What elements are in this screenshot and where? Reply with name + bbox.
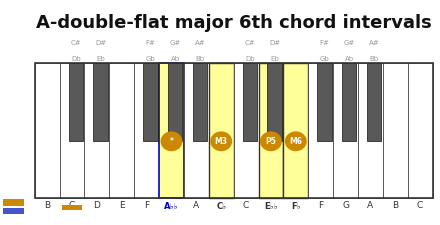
Text: G#: G# — [344, 40, 355, 46]
Text: *: * — [169, 137, 173, 146]
Text: F#: F# — [145, 40, 155, 46]
Text: Eb: Eb — [96, 56, 105, 62]
Text: F: F — [144, 201, 149, 210]
Text: F: F — [318, 201, 323, 210]
Text: C: C — [417, 201, 423, 210]
Text: B: B — [44, 201, 50, 210]
Bar — [184, 63, 209, 198]
Bar — [193, 63, 207, 141]
Text: C♭: C♭ — [216, 201, 226, 210]
Text: A: A — [367, 201, 374, 210]
Text: C: C — [69, 201, 75, 210]
Text: A#: A# — [195, 40, 205, 46]
Text: C: C — [243, 201, 249, 210]
Bar — [109, 63, 134, 198]
Bar — [367, 63, 381, 141]
Text: Gb: Gb — [146, 56, 155, 62]
Bar — [168, 63, 183, 141]
Circle shape — [260, 131, 282, 151]
Text: Bb: Bb — [195, 56, 205, 62]
Text: E♭♭: E♭♭ — [264, 201, 278, 210]
Bar — [3, 208, 24, 214]
Text: D: D — [93, 201, 100, 210]
Text: Db: Db — [245, 56, 255, 62]
Bar — [333, 63, 358, 198]
Bar — [308, 63, 333, 198]
Bar — [342, 63, 356, 141]
Bar — [59, 63, 84, 198]
Text: D#: D# — [95, 40, 106, 46]
Bar — [143, 63, 158, 141]
Text: Eb: Eb — [270, 56, 279, 62]
Bar — [35, 63, 59, 198]
Text: Bb: Bb — [370, 56, 379, 62]
Text: F#: F# — [319, 40, 329, 46]
Text: Db: Db — [71, 56, 81, 62]
Bar — [358, 63, 383, 198]
Bar — [35, 63, 433, 198]
Circle shape — [285, 131, 307, 151]
Text: P5: P5 — [265, 137, 276, 146]
Bar — [383, 63, 408, 198]
Bar — [259, 63, 283, 198]
Text: C#: C# — [70, 40, 81, 46]
Text: Ab: Ab — [171, 56, 180, 62]
Text: M6: M6 — [289, 137, 302, 146]
Text: A-double-flat major 6th chord intervals: A-double-flat major 6th chord intervals — [36, 14, 432, 32]
Text: A#: A# — [369, 40, 379, 46]
Text: A♭♭: A♭♭ — [164, 201, 179, 210]
Circle shape — [161, 131, 183, 151]
Bar — [242, 63, 257, 141]
Bar — [3, 199, 24, 206]
Bar — [159, 63, 184, 198]
Bar — [209, 63, 234, 198]
Text: M3: M3 — [215, 137, 228, 146]
Text: C#: C# — [245, 40, 255, 46]
Bar — [134, 63, 159, 198]
Bar — [268, 63, 282, 141]
Text: F♭: F♭ — [291, 201, 301, 210]
Bar — [84, 63, 109, 198]
Text: G#: G# — [169, 40, 181, 46]
Circle shape — [210, 131, 232, 151]
Text: G: G — [342, 201, 349, 210]
Bar — [283, 63, 308, 198]
Text: B: B — [392, 201, 398, 210]
Text: basicmusictheory.com: basicmusictheory.com — [11, 68, 16, 134]
Text: E: E — [119, 201, 125, 210]
Bar — [317, 63, 332, 141]
Bar — [93, 63, 108, 141]
Bar — [234, 63, 259, 198]
Bar — [69, 63, 83, 141]
Bar — [62, 205, 82, 210]
Text: Gb: Gb — [319, 56, 329, 62]
Text: D#: D# — [269, 40, 280, 46]
Text: Ab: Ab — [345, 56, 354, 62]
Text: A: A — [193, 201, 199, 210]
Bar — [408, 63, 433, 198]
